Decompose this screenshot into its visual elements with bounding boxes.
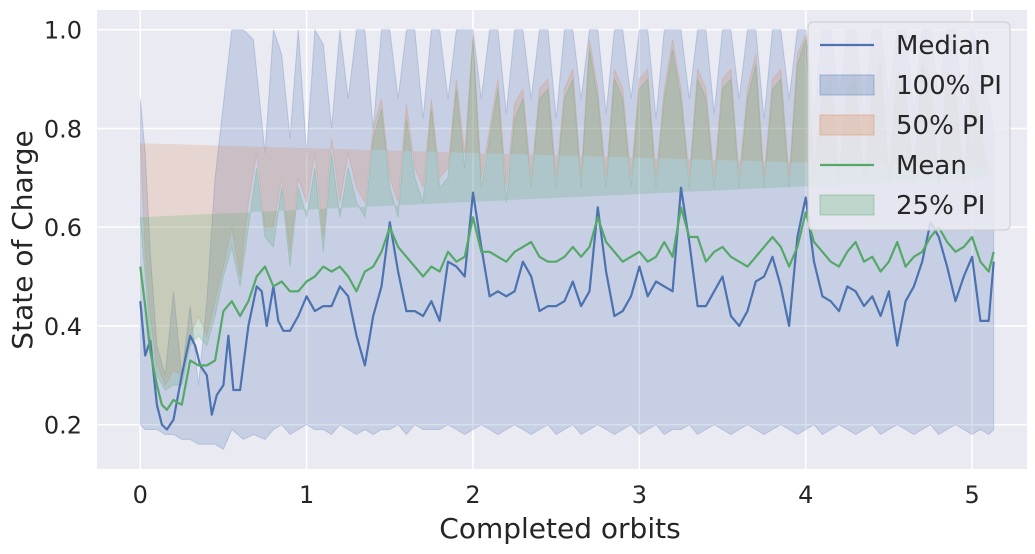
x-tick-label-4: 4 <box>798 481 813 509</box>
y-tick-label-4: 1.0 <box>44 17 82 45</box>
legend-label-pi50: 50% PI <box>896 111 985 141</box>
legend-label-pi25: 25% PI <box>896 191 985 221</box>
x-tick-label-1: 1 <box>299 481 314 509</box>
x-tick-label-2: 2 <box>465 481 480 509</box>
x-axis-label: Completed orbits <box>439 512 680 545</box>
x-tick-label-5: 5 <box>964 481 979 509</box>
legend-swatch-pi25 <box>819 194 875 216</box>
legend-label-mean: Mean <box>896 151 967 181</box>
y-axis-label: State of Charge <box>6 130 39 349</box>
x-tick-label-0: 0 <box>133 481 148 509</box>
legend: Median 100% PI 50% PI Mean 25% PI <box>807 21 1011 231</box>
legend-label-pi100: 100% PI <box>896 71 1002 101</box>
prediction-interval-bands <box>139 28 995 451</box>
y-tick-label-2: 0.6 <box>44 214 82 242</box>
y-tick-labels: 0.2 0.4 0.6 0.8 1.0 <box>44 17 82 440</box>
y-tick-label-3: 0.8 <box>44 115 82 143</box>
legend-swatch-pi100 <box>819 74 875 96</box>
x-tick-label-3: 3 <box>632 481 647 509</box>
legend-swatch-pi50 <box>819 114 875 136</box>
series-lines <box>139 186 995 431</box>
y-tick-label-0: 0.2 <box>44 412 82 440</box>
y-tick-label-1: 0.4 <box>44 313 82 341</box>
pi100-band <box>139 28 995 451</box>
median-line <box>139 186 995 431</box>
legend-label-median: Median <box>896 31 991 61</box>
mean-line <box>139 206 995 411</box>
legend-box <box>807 21 1011 231</box>
x-tick-labels: 0 1 2 3 4 5 <box>133 481 980 509</box>
